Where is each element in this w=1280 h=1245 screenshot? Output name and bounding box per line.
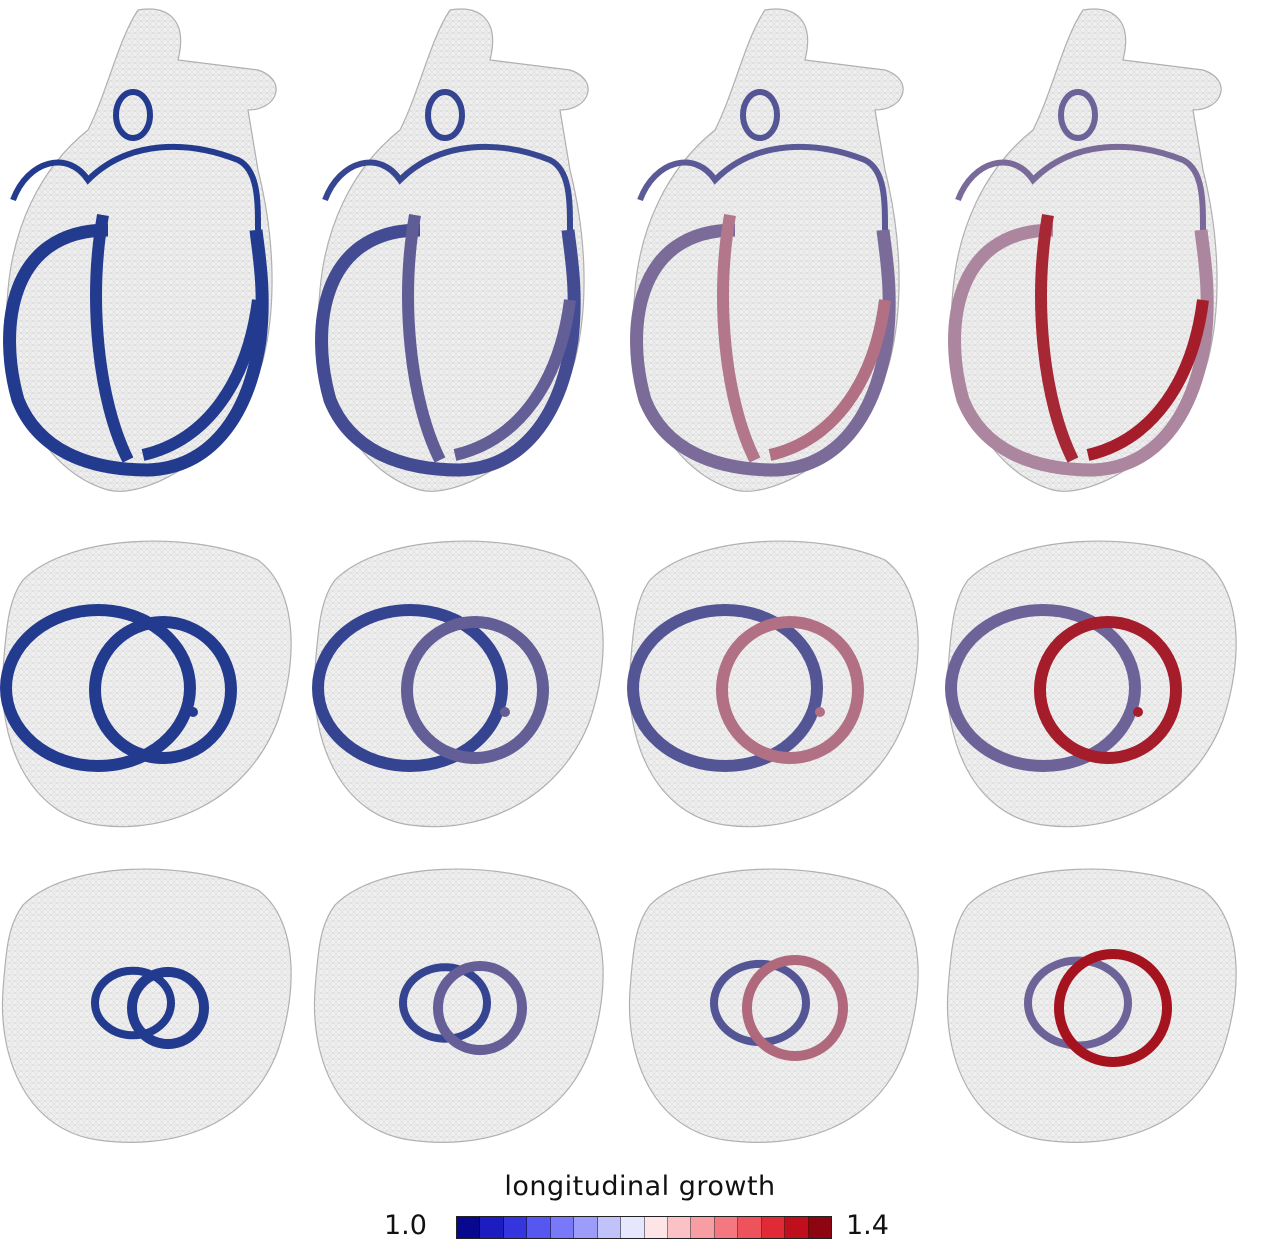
aortic-ring	[113, 89, 153, 141]
left-ventricle-ring	[401, 616, 549, 764]
colorbar-step	[785, 1217, 809, 1238]
septum	[402, 213, 446, 463]
aortic-ring	[425, 89, 465, 141]
short-axis-mid-panel	[1, 868, 292, 1143]
right-ventricle-ring	[0, 604, 196, 772]
short-axis-mid-panel	[313, 868, 604, 1143]
left-ventricle-ring	[1054, 949, 1172, 1067]
colorbar	[456, 1216, 832, 1239]
atrial-wall	[322, 143, 573, 231]
heart-mesh	[946, 540, 1237, 828]
papillary-muscle	[500, 707, 510, 717]
atrial-wall	[955, 143, 1206, 231]
heart-simulation-figure	[0, 8, 1237, 1143]
right-ventricle-wall	[948, 223, 1214, 477]
colorbar-min-label: 1.0	[384, 1210, 427, 1241]
colorbar-step	[714, 1217, 739, 1238]
papillary-muscle	[1133, 707, 1143, 717]
colorbar-step	[761, 1217, 786, 1238]
septum	[717, 213, 761, 463]
left-ventricle-ring	[716, 616, 864, 764]
colorbar-max-label: 1.4	[846, 1210, 889, 1241]
long-axis-panel	[315, 8, 589, 492]
heart-mesh	[946, 868, 1237, 1143]
left-ventricle-ring	[742, 955, 848, 1061]
atrial-wall	[637, 143, 888, 231]
colorbar-title: longitudinal growth	[504, 1171, 776, 1202]
right-ventricle-ring	[627, 604, 823, 772]
colorbar-step	[503, 1217, 528, 1238]
heart-mesh	[1, 540, 292, 828]
colorbar-step	[621, 1217, 645, 1238]
heart-mesh	[628, 868, 919, 1143]
left-ventricle-ring	[89, 616, 237, 764]
colorbar-step	[738, 1217, 762, 1238]
left-ventricle-wall	[768, 299, 891, 461]
short-axis-basal-panel	[0, 540, 292, 828]
heart-mesh	[313, 540, 604, 828]
atrial-wall	[10, 143, 261, 231]
short-axis-basal-panel	[627, 540, 919, 828]
right-ventricle-wall	[315, 223, 581, 477]
left-ventricle-wall	[453, 299, 576, 461]
heart-mesh	[313, 868, 604, 1143]
left-ventricle-ring	[127, 967, 209, 1049]
short-axis-mid-panel	[946, 868, 1237, 1143]
right-ventricle-ring	[91, 966, 175, 1040]
right-ventricle-wall	[630, 223, 896, 477]
right-ventricle-ring	[312, 604, 508, 772]
papillary-muscle	[815, 707, 825, 717]
colorbar-step	[597, 1217, 622, 1238]
colorbar-step	[691, 1217, 715, 1238]
aortic-ring	[1058, 89, 1098, 141]
colorbar-step	[480, 1217, 504, 1238]
septum	[90, 213, 134, 463]
colorbar-step	[457, 1217, 481, 1238]
aortic-ring	[740, 89, 780, 141]
left-ventricle-ring	[433, 961, 527, 1055]
left-ventricle-wall	[141, 299, 264, 461]
colorbar-step	[808, 1217, 831, 1238]
colorbar-step	[574, 1217, 598, 1238]
short-axis-mid-panel	[628, 868, 919, 1143]
colorbar-step	[550, 1217, 575, 1238]
right-ventricle-wall	[3, 223, 269, 477]
short-axis-basal-panel	[312, 540, 604, 828]
left-ventricle-wall	[1086, 299, 1209, 461]
long-axis-panel	[948, 8, 1222, 492]
left-ventricle-ring	[1034, 616, 1182, 764]
long-axis-panel	[630, 8, 904, 492]
papillary-muscle	[188, 707, 198, 717]
heart-mesh	[1, 868, 292, 1143]
colorbar-step	[667, 1217, 692, 1238]
long-axis-panel	[3, 8, 277, 492]
colorbar-step	[644, 1217, 668, 1238]
septum	[1035, 213, 1079, 463]
right-ventricle-ring	[945, 604, 1141, 772]
heart-mesh	[628, 540, 919, 828]
short-axis-basal-panel	[945, 540, 1237, 828]
colorbar-step	[527, 1217, 551, 1238]
